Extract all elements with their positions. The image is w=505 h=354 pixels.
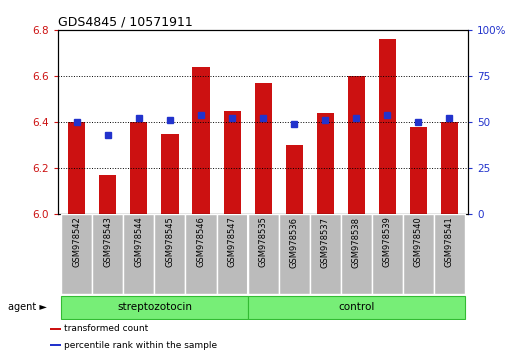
FancyBboxPatch shape bbox=[185, 214, 216, 294]
Bar bbox=[161, 134, 178, 214]
Bar bbox=[409, 127, 426, 214]
Bar bbox=[192, 67, 209, 214]
Bar bbox=[440, 122, 457, 214]
Text: GSM978539: GSM978539 bbox=[382, 217, 391, 267]
Text: GSM978535: GSM978535 bbox=[258, 217, 267, 267]
FancyBboxPatch shape bbox=[154, 214, 185, 294]
FancyBboxPatch shape bbox=[278, 214, 309, 294]
Text: GSM978538: GSM978538 bbox=[351, 217, 360, 268]
FancyBboxPatch shape bbox=[92, 214, 123, 294]
Bar bbox=[130, 122, 147, 214]
FancyBboxPatch shape bbox=[61, 296, 247, 319]
Bar bbox=[68, 122, 85, 214]
Text: transformed count: transformed count bbox=[64, 324, 148, 333]
FancyBboxPatch shape bbox=[340, 214, 371, 294]
FancyBboxPatch shape bbox=[61, 214, 92, 294]
Text: GSM978537: GSM978537 bbox=[320, 217, 329, 268]
Text: GSM978545: GSM978545 bbox=[165, 217, 174, 267]
FancyBboxPatch shape bbox=[309, 214, 340, 294]
Text: agent ►: agent ► bbox=[8, 302, 46, 312]
Text: GSM978546: GSM978546 bbox=[196, 217, 205, 267]
FancyBboxPatch shape bbox=[371, 214, 402, 294]
Text: GSM978542: GSM978542 bbox=[72, 217, 81, 267]
FancyBboxPatch shape bbox=[247, 296, 464, 319]
FancyBboxPatch shape bbox=[402, 214, 433, 294]
Text: GSM978543: GSM978543 bbox=[103, 217, 112, 267]
Text: GSM978547: GSM978547 bbox=[227, 217, 236, 267]
Text: GSM978540: GSM978540 bbox=[413, 217, 422, 267]
Bar bbox=[99, 175, 116, 214]
Bar bbox=[316, 113, 333, 214]
FancyBboxPatch shape bbox=[216, 214, 247, 294]
Bar bbox=[347, 76, 364, 214]
Text: control: control bbox=[337, 302, 374, 312]
FancyBboxPatch shape bbox=[123, 214, 154, 294]
Text: percentile rank within the sample: percentile rank within the sample bbox=[64, 341, 217, 349]
FancyBboxPatch shape bbox=[433, 214, 464, 294]
Text: GDS4845 / 10571911: GDS4845 / 10571911 bbox=[58, 16, 192, 29]
Text: GSM978541: GSM978541 bbox=[444, 217, 453, 267]
Text: streptozotocin: streptozotocin bbox=[117, 302, 191, 312]
Bar bbox=[254, 83, 271, 214]
FancyBboxPatch shape bbox=[247, 214, 278, 294]
Text: GSM978544: GSM978544 bbox=[134, 217, 143, 267]
Bar bbox=[285, 145, 302, 214]
Bar bbox=[50, 328, 61, 330]
Bar bbox=[50, 344, 61, 346]
Text: GSM978536: GSM978536 bbox=[289, 217, 298, 268]
Bar bbox=[378, 39, 395, 214]
Bar bbox=[223, 110, 240, 214]
